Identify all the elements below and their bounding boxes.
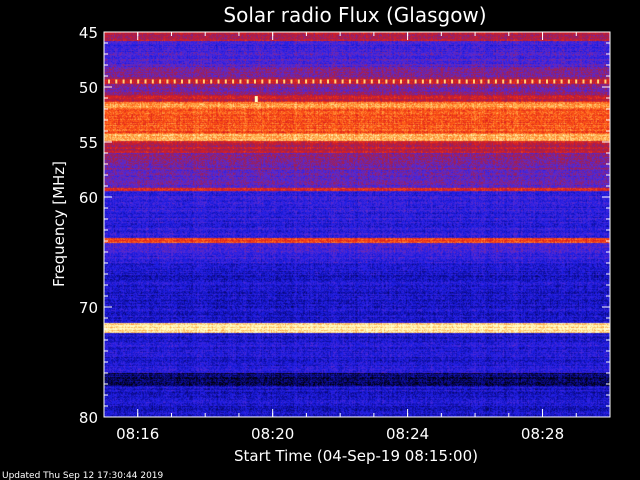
interference-dash bbox=[436, 79, 439, 84]
interference-dash bbox=[283, 79, 286, 84]
interference-dash bbox=[487, 79, 490, 84]
interference-dash bbox=[560, 79, 563, 84]
interference-dash bbox=[575, 79, 578, 84]
y-tick-label: 70 bbox=[79, 299, 98, 317]
interference-dash bbox=[356, 79, 359, 84]
y-tick-label: 45 bbox=[79, 24, 98, 42]
interference-dash bbox=[400, 79, 402, 84]
interference-dash bbox=[239, 79, 242, 84]
interference-dash bbox=[232, 79, 235, 84]
y-tick-label: 60 bbox=[79, 189, 98, 207]
interference-dash bbox=[378, 79, 381, 84]
interference-dash bbox=[129, 79, 132, 84]
x-tick-label: 08:16 bbox=[116, 425, 159, 443]
x-axis: 08:16 08:20 08:24 08:28 bbox=[103, 32, 611, 443]
interference-dash bbox=[385, 79, 388, 84]
x-tick-label: 08:28 bbox=[521, 425, 564, 443]
interference-dash bbox=[122, 79, 125, 84]
chart-title: Solar radio Flux (Glasgow) bbox=[223, 3, 486, 27]
interference-dash bbox=[370, 79, 373, 84]
interference-dash bbox=[597, 79, 600, 84]
interference-dash bbox=[144, 79, 147, 84]
interference-dash bbox=[494, 79, 497, 84]
interference-dash bbox=[173, 79, 176, 84]
x-tick-label: 08:20 bbox=[251, 425, 294, 443]
interference-dash bbox=[246, 79, 249, 84]
interference-dash bbox=[589, 79, 592, 84]
interference-dash bbox=[509, 79, 512, 84]
x-axis-label: Start Time (04-Sep-19 08:15:00) bbox=[234, 447, 478, 465]
interference-dash bbox=[181, 79, 183, 84]
x-tick-label: 08:24 bbox=[386, 425, 429, 443]
y-tick-label: 50 bbox=[79, 79, 98, 97]
interference-dash bbox=[341, 79, 344, 84]
interference-dash bbox=[458, 79, 461, 84]
interference-dash bbox=[465, 79, 468, 84]
interference-dash bbox=[151, 79, 154, 84]
interference-dash bbox=[297, 79, 300, 84]
interference-dash bbox=[166, 79, 169, 84]
interference-dash bbox=[188, 79, 191, 84]
interference-dash bbox=[137, 79, 140, 84]
interference-dash bbox=[305, 79, 308, 84]
interference-dash bbox=[531, 79, 534, 84]
interference-dash bbox=[275, 79, 278, 84]
interference-dash bbox=[327, 79, 329, 84]
interference-dash bbox=[319, 79, 322, 84]
interference-dash bbox=[108, 79, 110, 84]
spectrogram-features bbox=[108, 79, 607, 103]
interference-dash bbox=[312, 79, 315, 84]
interference-dash bbox=[414, 79, 417, 84]
y-axis-label: Frequency [MHz] bbox=[50, 161, 68, 287]
updated-timestamp: Updated Thu Sep 12 17:30:44 2019 bbox=[2, 471, 164, 480]
plot-frame bbox=[103, 31, 611, 418]
interference-dash bbox=[268, 79, 271, 84]
interference-dash bbox=[473, 79, 475, 84]
y-tick-label: 80 bbox=[79, 409, 98, 427]
spectrogram-heatmap bbox=[104, 32, 610, 417]
interference-dash bbox=[217, 79, 220, 84]
interference-dash bbox=[224, 79, 227, 84]
interference-dash bbox=[567, 79, 570, 84]
interference-dash bbox=[582, 79, 585, 84]
interference-dash bbox=[538, 79, 541, 84]
interference-dash bbox=[348, 79, 351, 84]
signal-spike bbox=[254, 96, 258, 103]
y-tick-label: 55 bbox=[79, 134, 98, 152]
y-axis: 45 50 55 60 70 80 bbox=[79, 24, 610, 427]
interference-dash bbox=[254, 79, 256, 84]
interference-dash bbox=[115, 79, 118, 84]
interference-dash bbox=[480, 79, 483, 84]
interference-dash bbox=[334, 79, 337, 84]
interference-dash bbox=[524, 79, 527, 84]
heatmap-texture bbox=[104, 32, 610, 417]
interference-dash bbox=[195, 79, 198, 84]
interference-dash bbox=[516, 79, 519, 84]
interference-dash bbox=[546, 79, 548, 84]
interference-dash bbox=[443, 79, 446, 84]
interference-dash bbox=[392, 79, 395, 84]
interference-dash bbox=[363, 79, 366, 84]
interference-dash bbox=[502, 79, 505, 84]
interference-dash bbox=[604, 79, 607, 84]
interference-dash bbox=[407, 79, 410, 84]
interference-dash bbox=[159, 79, 162, 84]
interference-dash bbox=[290, 79, 293, 84]
interference-dash bbox=[202, 79, 205, 84]
interference-dash bbox=[421, 79, 424, 84]
interference-dash bbox=[429, 79, 432, 84]
interference-dash bbox=[261, 79, 264, 84]
interference-dash bbox=[210, 79, 213, 84]
interference-dash bbox=[451, 79, 454, 84]
interference-dash bbox=[553, 79, 556, 84]
